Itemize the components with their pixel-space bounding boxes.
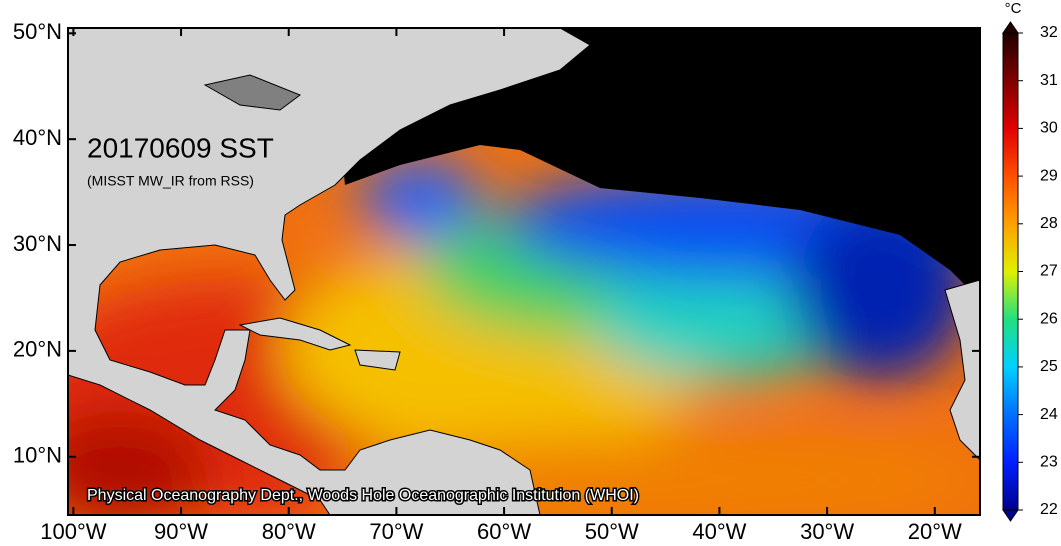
x-tick-label: 40°W xyxy=(692,519,746,544)
great-lakes xyxy=(203,74,302,111)
y-tick-label: 40°N xyxy=(13,125,62,150)
x-tick-label: 20°W xyxy=(908,519,962,544)
colorbar-tick-label: 27 xyxy=(1040,263,1058,280)
x-tick-label: 90°W xyxy=(154,519,208,544)
colorbar xyxy=(1002,32,1019,511)
colorbar-tick-label: 29 xyxy=(1040,167,1058,184)
colorbar-tick-label: 23 xyxy=(1040,454,1058,471)
colorbar-tick-label: 22 xyxy=(1040,501,1058,518)
colorbar-tick-label: 24 xyxy=(1040,406,1058,423)
credit: Physical Oceanography Dept., Woods Hole … xyxy=(87,487,639,504)
x-tick-label: 80°W xyxy=(262,519,316,544)
colorbar-tick-label: 30 xyxy=(1040,120,1058,137)
y-tick-label: 10°N xyxy=(13,443,62,468)
land-africa xyxy=(944,279,980,461)
colorbar-tick-label: 31 xyxy=(1040,72,1058,89)
no-data-region xyxy=(330,28,980,300)
map-subtitle: (MISST MW_IR from RSS) xyxy=(87,173,254,189)
map-title: 20170609 SST xyxy=(87,132,274,163)
colorbar-min-arrow xyxy=(1002,509,1019,522)
y-tick-label: 30°N xyxy=(13,231,62,256)
colorbar-unit: °C xyxy=(1005,0,1022,17)
x-tick-label: 30°W xyxy=(800,519,854,544)
map-area xyxy=(68,28,980,515)
y-tick-label: 20°N xyxy=(13,337,62,362)
x-tick-label: 100°W xyxy=(40,519,107,544)
colorbar-tick-label: 32 xyxy=(1040,24,1058,41)
x-tick-label: 60°W xyxy=(477,519,531,544)
colorbar-max-arrow xyxy=(1002,21,1019,34)
map-frame xyxy=(67,27,981,516)
y-tick-label: 50°N xyxy=(13,19,62,44)
x-tick-label: 70°W xyxy=(369,519,423,544)
x-tick-label: 50°W xyxy=(585,519,639,544)
hispaniola xyxy=(354,349,401,371)
colorbar-tick-label: 26 xyxy=(1040,310,1058,327)
colorbar-tick-label: 28 xyxy=(1040,215,1058,232)
colorbar-tick-label: 25 xyxy=(1040,358,1058,375)
cuba xyxy=(238,317,352,351)
land-americas xyxy=(68,28,591,515)
